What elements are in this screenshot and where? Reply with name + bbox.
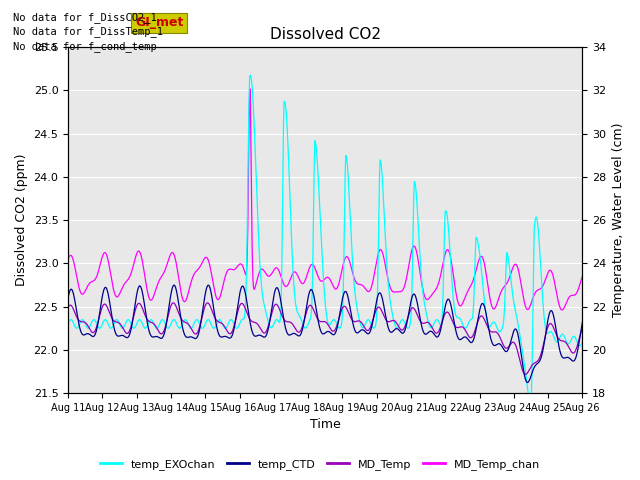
Y-axis label: Dissolved CO2 (ppm): Dissolved CO2 (ppm): [15, 154, 28, 287]
Legend: temp_EXOchan, temp_CTD, MD_Temp, MD_Temp_chan: temp_EXOchan, temp_CTD, MD_Temp, MD_Temp…: [95, 455, 545, 474]
Text: No data for f_cond_temp: No data for f_cond_temp: [13, 41, 157, 52]
X-axis label: Time: Time: [310, 419, 340, 432]
Text: No data for f_DissTemp_1: No data for f_DissTemp_1: [13, 26, 163, 37]
Y-axis label: Temperature, Water Level (cm): Temperature, Water Level (cm): [612, 123, 625, 317]
Text: GI_met: GI_met: [135, 16, 184, 29]
Title: Dissolved CO2: Dissolved CO2: [270, 27, 381, 42]
Text: No data for f_DissCO2_1: No data for f_DissCO2_1: [13, 12, 157, 23]
